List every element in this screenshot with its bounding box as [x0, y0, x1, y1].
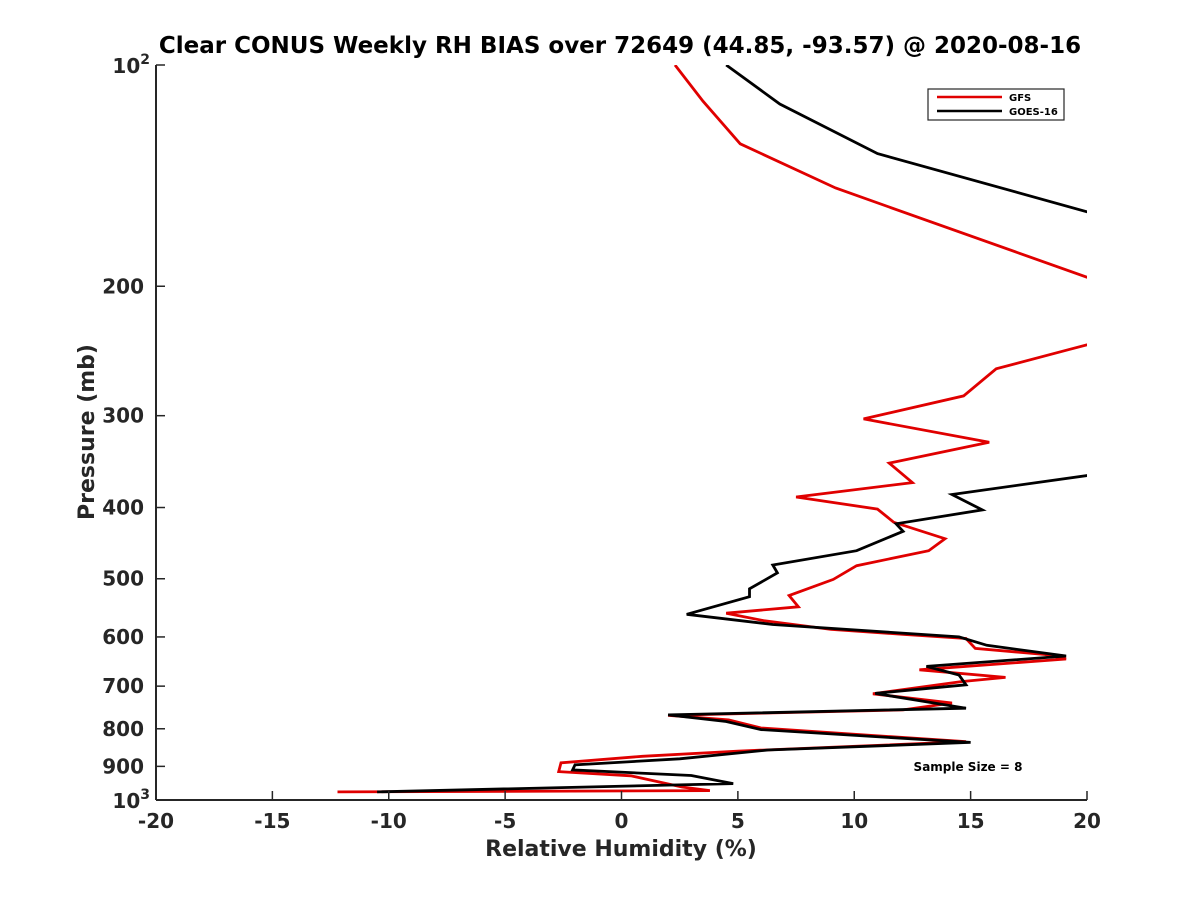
- x-tick-label: 5: [731, 809, 745, 833]
- sample-size-annotation: Sample Size = 8: [914, 760, 1023, 774]
- series-line-gfs-segment-2: [337, 343, 1087, 794]
- legend-box: [927, 88, 1065, 121]
- plot-area: -20 -15 -10 -5 0 5 10 15 20 102 200 300 400 500 600 70…: [102, 52, 1101, 833]
- y-tick-label: 900: [102, 754, 144, 778]
- x-tick-label: 10: [840, 809, 868, 833]
- series-line-goes16-segment-2: [377, 474, 1087, 794]
- x-ticks: -20 -15 -10 -5 0 5 10 15 20: [138, 791, 1101, 833]
- y-axis-label: Pressure (mb): [75, 344, 100, 520]
- y-tick-label: 200: [102, 274, 144, 298]
- axes-layer: [155, 65, 1087, 801]
- y-tick-label: 500: [102, 567, 144, 591]
- legend[interactable]: GFS GOES-16: [927, 88, 1065, 121]
- y-tick-label: 800: [102, 717, 144, 741]
- x-axis-label: Relative Humidity (%): [485, 837, 757, 862]
- legend-label-goes16: GOES-16: [1009, 107, 1058, 118]
- x-tick-label: -5: [494, 809, 516, 833]
- chart-title: Clear CONUS Weekly RH BIAS over 72649 (4…: [159, 33, 1081, 59]
- y-tick-label: 103: [112, 787, 150, 813]
- y-tick-label: 600: [102, 625, 144, 649]
- series-line-goes16-segment-1: [725, 65, 1087, 214]
- y-tick-label: 300: [102, 404, 144, 428]
- x-tick-label: 0: [615, 809, 629, 833]
- y-tick-label: 400: [102, 496, 144, 520]
- series-layer: [337, 65, 1087, 794]
- y-tick-label: 700: [102, 674, 144, 698]
- x-tick-label: 20: [1073, 809, 1101, 833]
- x-tick-label: -10: [371, 809, 407, 833]
- y-ticks: 102 200 300 400 500 600 700 800 900 103: [102, 52, 165, 813]
- x-tick-label: -15: [254, 809, 290, 833]
- series-line-gfs-segment-1: [673, 65, 1087, 279]
- y-tick-label: 102: [112, 52, 150, 78]
- x-tick-label: -20: [138, 809, 174, 833]
- x-tick-label: 15: [957, 809, 985, 833]
- legend-label-gfs: GFS: [1009, 93, 1031, 104]
